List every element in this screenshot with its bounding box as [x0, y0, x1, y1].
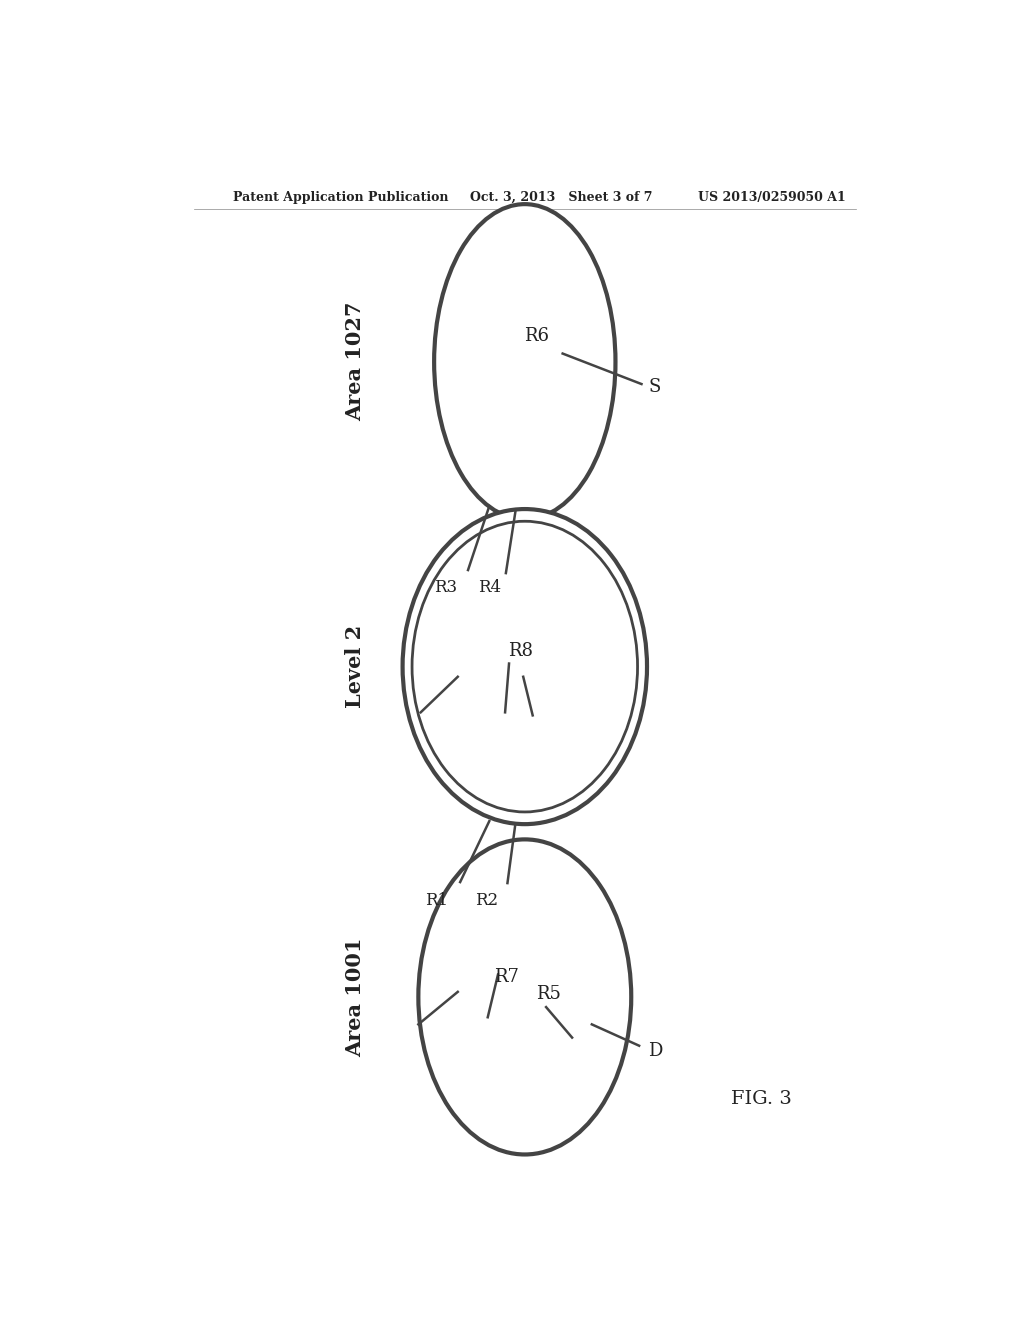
Text: Oct. 3, 2013   Sheet 3 of 7: Oct. 3, 2013 Sheet 3 of 7	[470, 190, 652, 203]
Text: R3: R3	[434, 579, 458, 595]
Text: S: S	[649, 378, 662, 396]
Text: R4: R4	[478, 579, 501, 595]
Text: Level 2: Level 2	[345, 624, 366, 709]
Text: Area 1001: Area 1001	[345, 937, 366, 1057]
Text: Area 1027: Area 1027	[345, 302, 366, 421]
Text: R1: R1	[425, 892, 449, 909]
Text: FIG. 3: FIG. 3	[731, 1089, 792, 1107]
Text: R6: R6	[524, 327, 549, 346]
Text: D: D	[648, 1041, 663, 1060]
Ellipse shape	[412, 521, 638, 812]
Text: US 2013/0259050 A1: US 2013/0259050 A1	[698, 190, 846, 203]
Ellipse shape	[402, 510, 647, 824]
Text: R5: R5	[536, 985, 561, 1003]
Ellipse shape	[419, 840, 631, 1155]
Text: R7: R7	[495, 968, 519, 986]
Text: Patent Application Publication: Patent Application Publication	[233, 190, 449, 203]
Ellipse shape	[434, 205, 615, 519]
Text: R2: R2	[475, 892, 499, 909]
Text: R8: R8	[508, 643, 534, 660]
